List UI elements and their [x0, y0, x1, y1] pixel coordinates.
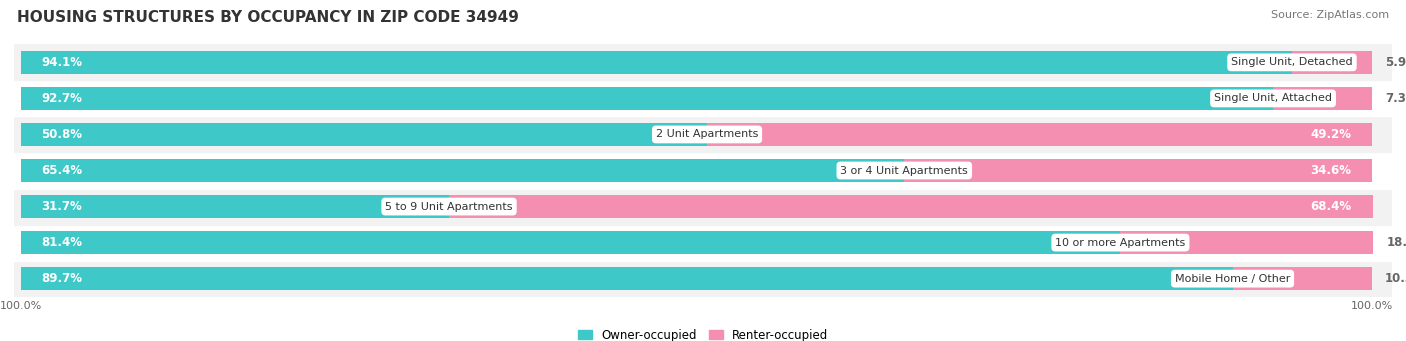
- Bar: [14, 189, 1392, 225]
- Bar: [1233, 267, 1372, 290]
- Bar: [21, 232, 1121, 254]
- Bar: [1121, 232, 1374, 254]
- Text: 2 Unit Apartments: 2 Unit Apartments: [655, 130, 758, 139]
- Text: Single Unit, Attached: Single Unit, Attached: [1213, 93, 1331, 103]
- Bar: [707, 123, 1372, 146]
- Text: 3 or 4 Unit Apartments: 3 or 4 Unit Apartments: [841, 165, 969, 176]
- Text: 92.7%: 92.7%: [41, 92, 82, 105]
- Text: Source: ZipAtlas.com: Source: ZipAtlas.com: [1271, 10, 1389, 20]
- Bar: [449, 195, 1374, 218]
- Text: 10.3%: 10.3%: [1385, 272, 1406, 285]
- Bar: [904, 159, 1372, 182]
- Bar: [14, 116, 1392, 152]
- Bar: [21, 267, 1233, 290]
- Text: 65.4%: 65.4%: [41, 164, 82, 177]
- Text: 34.6%: 34.6%: [1310, 164, 1351, 177]
- Text: 94.1%: 94.1%: [41, 56, 82, 69]
- Text: 50.8%: 50.8%: [41, 128, 82, 141]
- Text: 31.7%: 31.7%: [41, 200, 82, 213]
- Text: 7.3%: 7.3%: [1385, 92, 1406, 105]
- Bar: [21, 87, 1272, 109]
- Legend: Owner-occupied, Renter-occupied: Owner-occupied, Renter-occupied: [572, 324, 834, 341]
- Bar: [21, 51, 1292, 74]
- Bar: [14, 261, 1392, 297]
- Text: 5 to 9 Unit Apartments: 5 to 9 Unit Apartments: [385, 202, 513, 211]
- Bar: [21, 123, 707, 146]
- Text: 18.7%: 18.7%: [1386, 236, 1406, 249]
- Bar: [1272, 87, 1372, 109]
- Bar: [14, 152, 1392, 189]
- Text: 49.2%: 49.2%: [1310, 128, 1351, 141]
- Bar: [14, 80, 1392, 116]
- Bar: [1292, 51, 1372, 74]
- Bar: [14, 225, 1392, 261]
- Text: 89.7%: 89.7%: [41, 272, 82, 285]
- Text: Mobile Home / Other: Mobile Home / Other: [1175, 273, 1291, 284]
- Bar: [14, 44, 1392, 80]
- Text: 5.9%: 5.9%: [1385, 56, 1406, 69]
- Text: 68.4%: 68.4%: [1310, 200, 1351, 213]
- Text: Single Unit, Detached: Single Unit, Detached: [1232, 57, 1353, 68]
- Text: HOUSING STRUCTURES BY OCCUPANCY IN ZIP CODE 34949: HOUSING STRUCTURES BY OCCUPANCY IN ZIP C…: [17, 10, 519, 25]
- Text: 81.4%: 81.4%: [41, 236, 82, 249]
- Text: 10 or more Apartments: 10 or more Apartments: [1056, 238, 1185, 248]
- Bar: [21, 195, 449, 218]
- Bar: [21, 159, 904, 182]
